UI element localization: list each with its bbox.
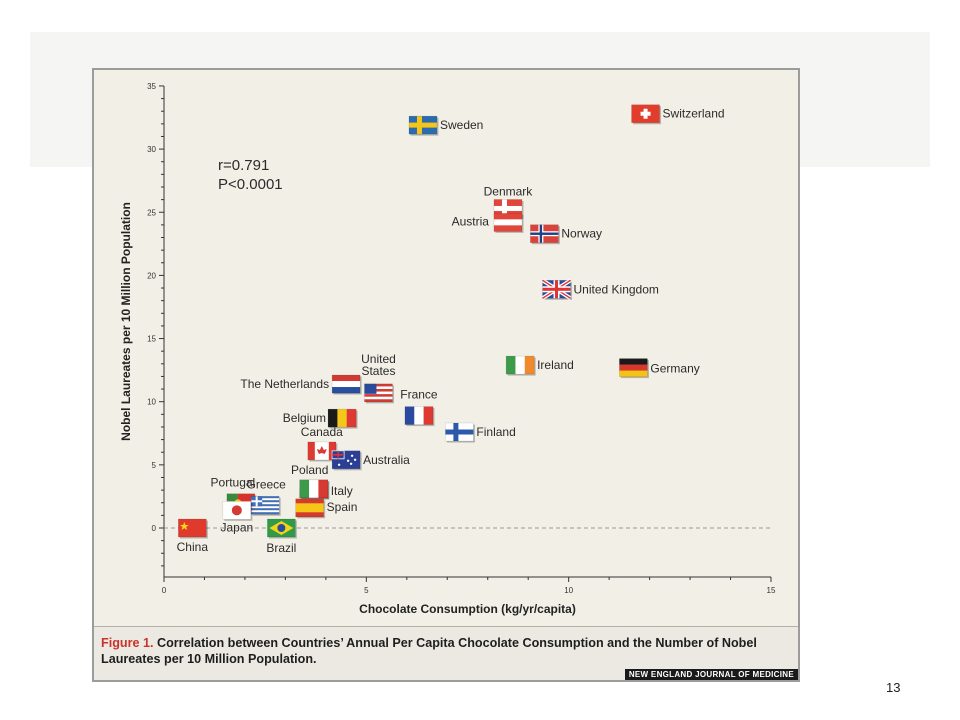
- y-tick-label: 25: [147, 208, 156, 217]
- label-belgium: Belgium: [283, 411, 326, 425]
- label-denmark: Denmark: [484, 184, 534, 198]
- flag-point-japan: [222, 501, 253, 521]
- label-spain: Spain: [327, 500, 358, 514]
- x-tick-label: 10: [564, 586, 573, 595]
- label-greece: Greece: [246, 477, 286, 491]
- figure-panel: 0 5 10 15 20 25 30 35 0 5 10 15 Chocolate Consumptio…: [92, 68, 800, 682]
- x-tick-label: 5: [364, 586, 369, 595]
- flag-point-sweden: [408, 115, 439, 136]
- y-axis-title: Nobel Laureates per 10 Million Populatio…: [119, 202, 133, 441]
- label-poland: Poland: [291, 463, 328, 477]
- figure-label: Figure 1.: [101, 636, 154, 650]
- journal-name-badge: NEW ENGLAND JOURNAL OF MEDICINE: [624, 669, 798, 680]
- flag-point-usa: [364, 383, 394, 404]
- label-brazil: Brazil: [266, 541, 296, 555]
- figure-caption: Figure 1. Correlation between Countries’…: [101, 635, 781, 667]
- y-tick-label: 15: [147, 335, 156, 344]
- label-canada: Canada: [301, 425, 343, 439]
- flag-point-germany: [619, 358, 649, 379]
- label-uk: United Kingdom: [574, 282, 659, 296]
- label-ireland: Ireland: [537, 358, 574, 372]
- page-number: 13: [886, 680, 901, 695]
- flag-point-ireland: [505, 355, 536, 376]
- label-germany: Germany: [650, 362, 699, 376]
- label-sweden: Sweden: [440, 118, 483, 132]
- flag-point-france: [404, 406, 435, 427]
- label-japan: Japan: [220, 520, 253, 534]
- x-axis-title: Chocolate Consumption (kg/yr/capita): [359, 602, 576, 616]
- flag-point-china: [178, 518, 208, 539]
- y-tick-label: 5: [152, 461, 157, 470]
- flag-point-italy: [299, 479, 330, 500]
- y-tick-label: 35: [147, 82, 156, 91]
- y-tick-label: 0: [152, 524, 157, 533]
- flag-point-austria: [493, 213, 524, 233]
- point-labels: Switzerland Sweden Denmark Austria Norway Uni…: [177, 107, 725, 555]
- label-norway: Norway: [561, 227, 602, 241]
- label-usa: United: [361, 352, 396, 366]
- y-tick-label: 20: [147, 271, 156, 280]
- scatter-chart: 0 5 10 15 20 25 30 35 0 5 10 15 Chocolate Consumptio…: [119, 82, 776, 616]
- flag-point-australia: [331, 450, 362, 471]
- label-portugal: Portugal: [211, 476, 256, 490]
- flag-point-netherlands: [331, 374, 362, 395]
- flag-point-uk: [541, 278, 573, 300]
- label-finland: Finland: [476, 425, 515, 439]
- y-tick-label: 10: [147, 398, 156, 407]
- label-italy: Italy: [331, 484, 353, 498]
- label-netherlands: The Netherlands: [240, 377, 329, 391]
- y-tick-label: 30: [147, 145, 156, 154]
- label-china: China: [177, 540, 209, 554]
- flag-point-finland: [445, 422, 475, 443]
- flag-point-norway: [530, 224, 560, 245]
- correlation-coefficient-label: r=0.791: [218, 157, 269, 174]
- label-switzerland: Switzerland: [663, 107, 725, 121]
- flag-point-greece: [250, 495, 281, 516]
- label-usa-line2: States: [361, 364, 395, 378]
- p-value-label: P<0.0001: [218, 176, 283, 193]
- x-tick-label: 0: [162, 586, 167, 595]
- label-france: France: [400, 388, 438, 402]
- flag-point-brazil: [267, 518, 297, 539]
- flag-point-switzerland: [631, 104, 662, 125]
- label-australia: Australia: [363, 453, 410, 467]
- flag-point-spain: [295, 498, 326, 519]
- caption-text: Correlation between Countries’ Annual Pe…: [101, 636, 757, 666]
- label-austria: Austria: [452, 214, 490, 228]
- data-points: [178, 104, 662, 539]
- flag-point-belgium: [327, 408, 358, 429]
- x-tick-label: 15: [767, 586, 776, 595]
